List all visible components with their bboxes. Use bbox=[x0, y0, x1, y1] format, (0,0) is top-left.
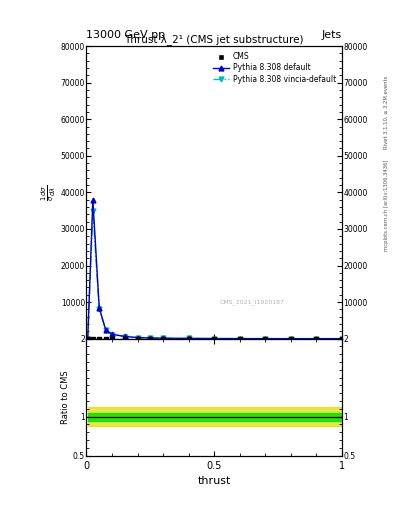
Text: Rivet 3.1.10, ≥ 3.2M events: Rivet 3.1.10, ≥ 3.2M events bbox=[384, 76, 389, 150]
Text: 13000 GeV pp: 13000 GeV pp bbox=[86, 30, 165, 40]
Legend: CMS, Pythia 8.308 default, Pythia 8.308 vincia-default: CMS, Pythia 8.308 default, Pythia 8.308 … bbox=[211, 50, 338, 86]
Text: CMS_2021_I1920187: CMS_2021_I1920187 bbox=[219, 300, 284, 305]
Text: Jets: Jets bbox=[321, 30, 342, 40]
X-axis label: thrust: thrust bbox=[198, 476, 231, 486]
Y-axis label: $\frac{1}{\sigma}\frac{d\sigma}{d\lambda}$: $\frac{1}{\sigma}\frac{d\sigma}{d\lambda… bbox=[40, 184, 58, 201]
Text: mcplots.cern.ch [arXiv:1306.3436]: mcplots.cern.ch [arXiv:1306.3436] bbox=[384, 159, 389, 250]
Y-axis label: Ratio to CMS: Ratio to CMS bbox=[61, 370, 70, 424]
Title: Thrust λ_2¹ (CMS jet substructure): Thrust λ_2¹ (CMS jet substructure) bbox=[125, 34, 304, 45]
